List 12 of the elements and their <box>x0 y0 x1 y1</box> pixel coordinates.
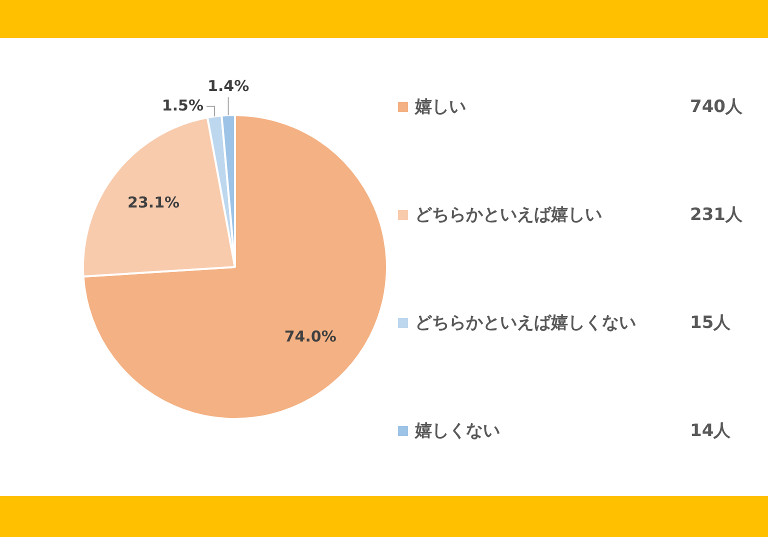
text: 14人 <box>690 420 731 442</box>
legend-label: 嬉しくない <box>415 420 500 442</box>
text: 15人 <box>690 312 731 334</box>
text: 231人 <box>690 204 742 226</box>
legend-label: どちらかといえば嬉しくない <box>415 312 636 334</box>
data-label: 1.4% <box>208 77 250 96</box>
data-label: 1.5% <box>162 96 204 114</box>
data-label: 74.0% <box>284 328 336 346</box>
legend-label: 嬉しい <box>415 96 466 118</box>
legend-label: どちらかといえば嬉しい <box>415 204 602 226</box>
text: 740人 <box>690 96 742 118</box>
data-label: 23.1% <box>128 193 180 212</box>
